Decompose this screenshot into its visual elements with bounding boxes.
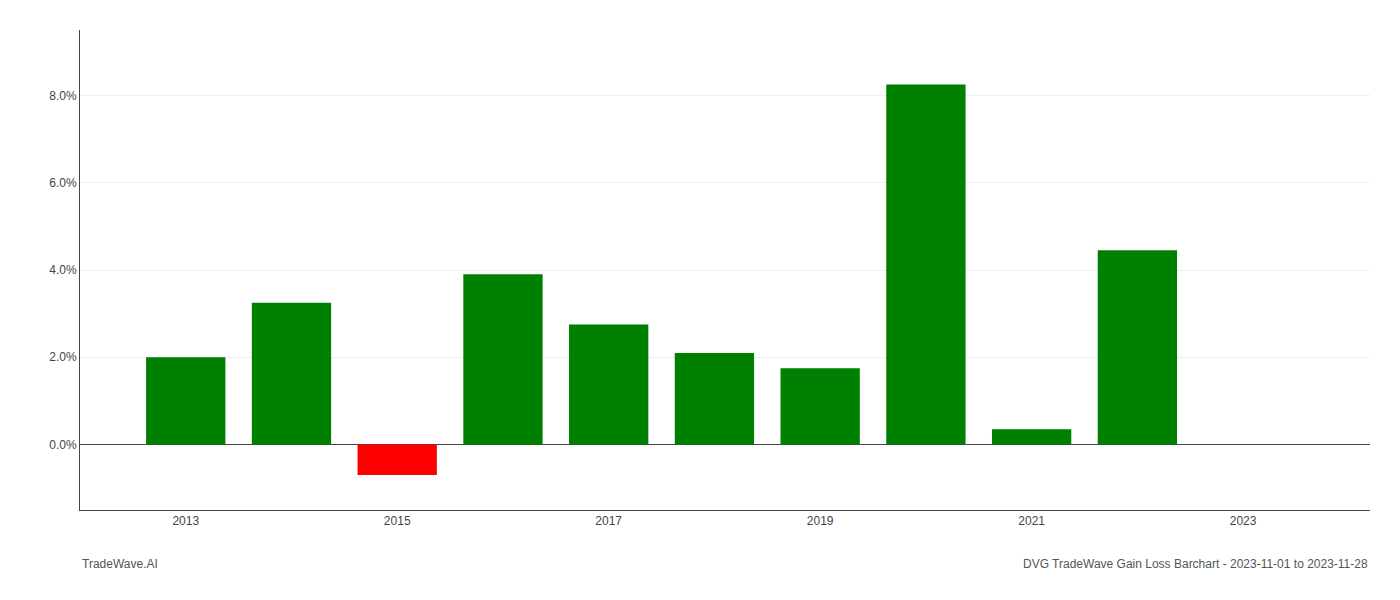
svg-text:2017: 2017 — [595, 514, 622, 528]
svg-text:2013: 2013 — [172, 514, 199, 528]
svg-text:6.0%: 6.0% — [49, 176, 77, 190]
svg-text:2021: 2021 — [1018, 514, 1045, 528]
svg-text:8.0%: 8.0% — [49, 89, 77, 103]
svg-text:DVG TradeWave Gain Loss Barcha: DVG TradeWave Gain Loss Barchart - 2023-… — [1023, 557, 1368, 571]
svg-text:TradeWave.AI: TradeWave.AI — [82, 557, 158, 571]
svg-text:2019: 2019 — [807, 514, 834, 528]
svg-text:0.0%: 0.0% — [49, 438, 77, 452]
svg-text:2023: 2023 — [1230, 514, 1257, 528]
svg-text:4.0%: 4.0% — [49, 263, 77, 277]
svg-text:2.0%: 2.0% — [49, 350, 77, 364]
svg-text:2015: 2015 — [384, 514, 411, 528]
